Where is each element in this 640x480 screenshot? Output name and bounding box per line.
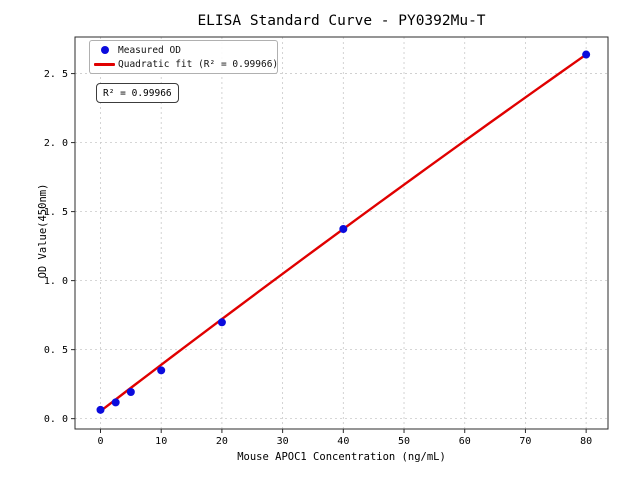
data-point bbox=[157, 366, 166, 375]
y-tick-label: 0. 5 bbox=[44, 345, 68, 356]
data-point bbox=[126, 388, 135, 397]
legend-box: Measured OD Quadratic fit (R² = 0.99966) bbox=[89, 40, 278, 74]
legend-item-quadratic-fit: Quadratic fit (R² = 0.99966) bbox=[90, 57, 279, 71]
legend-label-measured-od: Measured OD bbox=[118, 44, 181, 56]
legend-handle bbox=[94, 62, 115, 66]
x-tick-label: 40 bbox=[337, 436, 349, 447]
plot-border bbox=[74, 36, 609, 430]
data-point bbox=[217, 318, 226, 327]
legend-handle bbox=[94, 46, 115, 54]
x-tick-label: 10 bbox=[155, 436, 167, 447]
x-tick-label: 80 bbox=[580, 436, 592, 447]
data-point bbox=[582, 50, 591, 59]
scatter-marker-icon bbox=[100, 46, 109, 54]
data-point bbox=[339, 224, 348, 233]
r-squared-annotation: R² = 0.99966 bbox=[96, 83, 179, 103]
x-tick-label: 30 bbox=[277, 436, 289, 447]
legend-item-measured-od: Measured OD bbox=[90, 43, 277, 57]
data-point bbox=[111, 398, 120, 407]
y-tick-label: 2. 5 bbox=[44, 69, 68, 80]
y-tick-label: 0. 0 bbox=[44, 414, 68, 425]
x-tick-label: 70 bbox=[519, 436, 531, 447]
y-tick-label: 2. 0 bbox=[44, 138, 68, 149]
x-tick-label: 0 bbox=[97, 436, 103, 447]
y-tick-label: 1. 5 bbox=[44, 207, 68, 218]
x-tick-label: 60 bbox=[459, 436, 471, 447]
chart-title: ELISA Standard Curve - PY0392Mu-T bbox=[197, 13, 486, 29]
fit-line-marker-icon bbox=[94, 62, 115, 66]
x-tick-label: 20 bbox=[216, 436, 228, 447]
y-axis-label: OD Value(450nm) bbox=[37, 183, 49, 279]
x-tick-label: 50 bbox=[398, 436, 410, 447]
x-axis-label: Mouse APOC1 Concentration (ng/mL) bbox=[237, 451, 446, 463]
legend-label-quadratic-fit: Quadratic fit (R² = 0.99966) bbox=[118, 58, 279, 70]
data-point bbox=[96, 405, 105, 414]
y-tick-label: 1. 0 bbox=[44, 276, 68, 287]
